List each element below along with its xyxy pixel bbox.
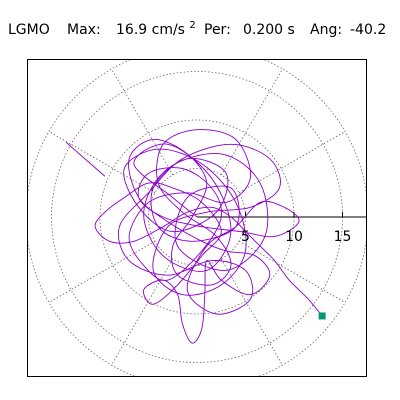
radial-tick-labels: 5 10 15	[241, 229, 351, 245]
per-label: Per:	[204, 22, 231, 38]
grid-spoke-150	[48, 131, 156, 194]
plot-frame	[27, 59, 367, 377]
grid-spoke-240	[111, 258, 174, 366]
motion-trace	[94, 129, 323, 344]
ang-value: -40.2	[350, 22, 386, 38]
grid-spoke-300	[220, 258, 283, 366]
ang-label: Ang:	[310, 22, 342, 38]
per-value: 0.200 s	[243, 22, 295, 38]
grid-spoke-210	[48, 240, 156, 303]
station-name: LGMO	[8, 22, 50, 38]
motion-trace-tail	[65, 141, 106, 177]
radial-tick-label-5: 5	[241, 229, 250, 245]
grid-spoke-30	[238, 131, 346, 194]
chart-header: LGMO Max: 16.9 cm/s 2 Per: 0.200 s Ang: …	[8, 16, 386, 38]
max-label: Max:	[67, 22, 101, 38]
radial-tick-label-10: 10	[285, 229, 303, 245]
peak-marker	[318, 312, 326, 320]
peak-marker-layer	[318, 312, 326, 320]
max-unit-exponent: 2	[189, 20, 195, 31]
grid-spoke-330	[238, 240, 346, 303]
axes	[197, 212, 366, 218]
motion-trace-layer	[65, 129, 323, 344]
radial-tick-label-15: 15	[334, 229, 352, 245]
grid-spoke-60	[220, 68, 283, 176]
grid-spoke-120	[111, 68, 174, 176]
max-value: 16.9 cm/s	[116, 22, 185, 38]
